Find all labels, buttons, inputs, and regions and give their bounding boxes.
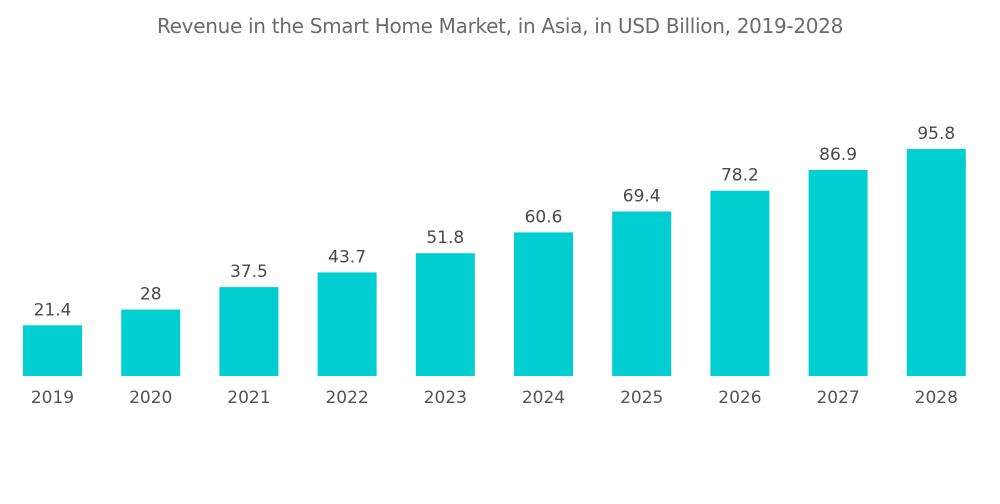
x-tick-label-2019: 2019 — [31, 388, 74, 408]
bar-2023 — [415, 253, 475, 376]
x-tick-label-2022: 2022 — [325, 388, 368, 408]
value-labels-group: 21.4 28 37.5 43.7 51.8 60.6 69.4 78.2 86.9 95.8 — [34, 124, 956, 320]
value-label-2019: 21.4 — [34, 300, 72, 320]
bars-group — [23, 149, 966, 376]
value-label-2024: 60.6 — [525, 207, 563, 227]
x-tick-label-2026: 2026 — [718, 388, 761, 408]
x-tick-label-2025: 2025 — [620, 388, 663, 408]
value-label-2025: 69.4 — [623, 187, 661, 207]
value-label-2022: 43.7 — [328, 247, 366, 267]
value-label-2028: 95.8 — [917, 124, 955, 144]
bar-2022 — [317, 272, 377, 376]
x-tick-label-2023: 2023 — [424, 388, 467, 408]
bar-2026 — [710, 190, 770, 376]
value-label-2026: 78.2 — [721, 166, 759, 186]
bar-2024 — [514, 232, 573, 376]
value-label-2023: 51.8 — [426, 228, 464, 248]
bar-2019 — [23, 325, 82, 376]
x-tick-label-2020: 2020 — [129, 388, 172, 408]
bar-2025 — [612, 211, 672, 376]
x-tick-label-2024: 2024 — [522, 388, 565, 408]
bar-2021 — [219, 287, 279, 376]
x-tick-label-2021: 2021 — [227, 388, 270, 408]
bar-2027 — [808, 170, 868, 376]
x-axis-tick-labels: 2019 2020 2021 2022 2023 2024 2025 2026 2027 2028 — [31, 388, 958, 408]
x-tick-label-2028: 2028 — [915, 388, 958, 408]
value-label-2020: 28 — [140, 285, 162, 305]
value-label-2021: 37.5 — [230, 262, 268, 282]
bar-2028 — [906, 149, 966, 376]
x-tick-label-2027: 2027 — [816, 388, 859, 408]
chart-title: Revenue in the Smart Home Market, in Asi… — [156, 14, 844, 38]
bar-2020 — [121, 309, 181, 376]
value-label-2027: 86.9 — [819, 145, 857, 165]
